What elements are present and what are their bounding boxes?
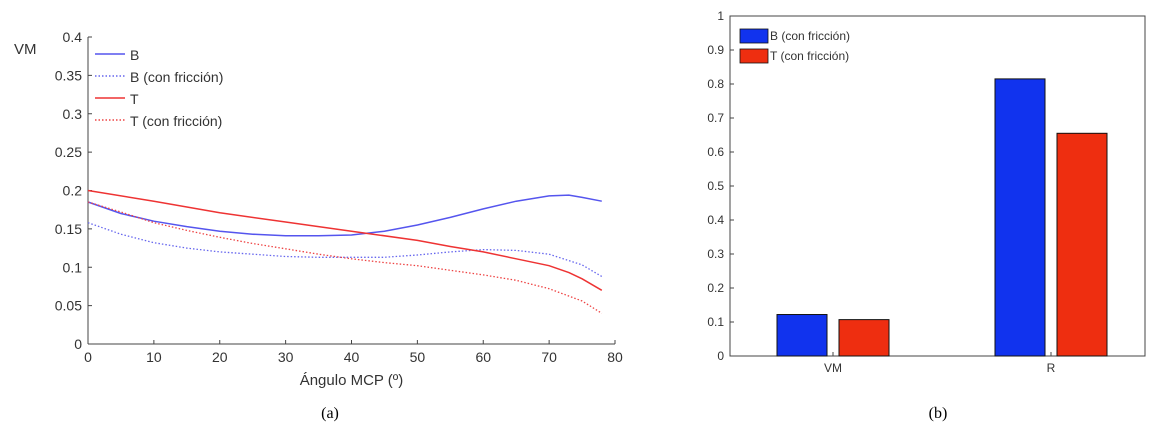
y-tick-label: 0.4 [707,213,724,227]
series-line-2 [87,222,603,278]
y-tick-label: 0.2 [63,183,83,199]
y-tick-label: 0.9 [707,43,724,57]
y-tick-label: 0.6 [707,145,724,159]
legend-label-1: B (con fricción) [770,29,850,43]
legend-label-1: B [130,47,139,63]
legend-label-2: B (con fricción) [130,69,223,85]
y-tick-label: 0 [74,336,82,352]
series-line-3 [87,189,603,291]
y-tick-label: 0.1 [63,259,83,275]
x-tick-label: 10 [146,349,162,365]
y-tick-label: 0.7 [707,111,724,125]
legend-label-4: T (con fricción) [130,113,222,129]
y-tick-label: 0.05 [55,298,82,314]
series-line-4 [87,201,603,314]
bar-vm-series-1 [776,314,828,357]
legend-label-2: T (con fricción) [770,49,849,63]
legend-label-3: T [130,91,139,107]
y-tick-label: 0.2 [707,281,724,295]
y-tick-label: 0.1 [707,315,724,329]
y-tick-label: 0.3 [707,247,724,261]
caption-b: (b) [929,405,948,422]
x-tick-label: 20 [212,349,228,365]
x-tick-label: 60 [475,349,491,365]
x-tick-label: 70 [541,349,557,365]
y-tick-label: 0 [717,349,724,363]
bar-vm-series-2 [838,319,890,357]
y-tick-label: 0.25 [55,144,82,160]
y-tick-label: 1 [717,9,724,23]
x-tick-label: 50 [410,349,426,365]
x-tick-label-r: R [1047,361,1056,375]
bar-chart-b: 0 0.1 0.2 0.3 0.4 0.5 0.6 0.7 0.8 0.9 1 VM R B (con f… [707,9,1146,422]
y-tick-label: 0.35 [55,67,82,83]
x-tick-label-vm: VM [824,361,842,375]
caption-a: (a) [321,405,339,422]
x-tick-label: 30 [278,349,294,365]
y-tick-label: 0.15 [55,221,82,237]
x-tick-label: 0 [84,349,92,365]
x-axis-label: Ángulo MCP (º) [300,372,404,389]
y-tick-label: 0.5 [707,179,724,193]
y-tick-label: 0.3 [63,106,83,122]
y-axis-label: VM [14,41,37,58]
bar-r-series-2 [1056,132,1108,357]
legend-swatch-1 [739,28,769,44]
line-chart-a: 0 0.05 0.1 0.15 0.2 0.25 0.3 0.35 0.4 0 10 20 30 40 50… [14,29,623,422]
x-tick-label: 40 [344,349,360,365]
y-tick-label: 0.8 [707,77,724,91]
y-tick-label: 0.4 [63,29,83,45]
bar-r-series-1 [994,78,1046,357]
legend-swatch-2 [739,48,769,64]
x-tick-label: 80 [607,349,623,365]
